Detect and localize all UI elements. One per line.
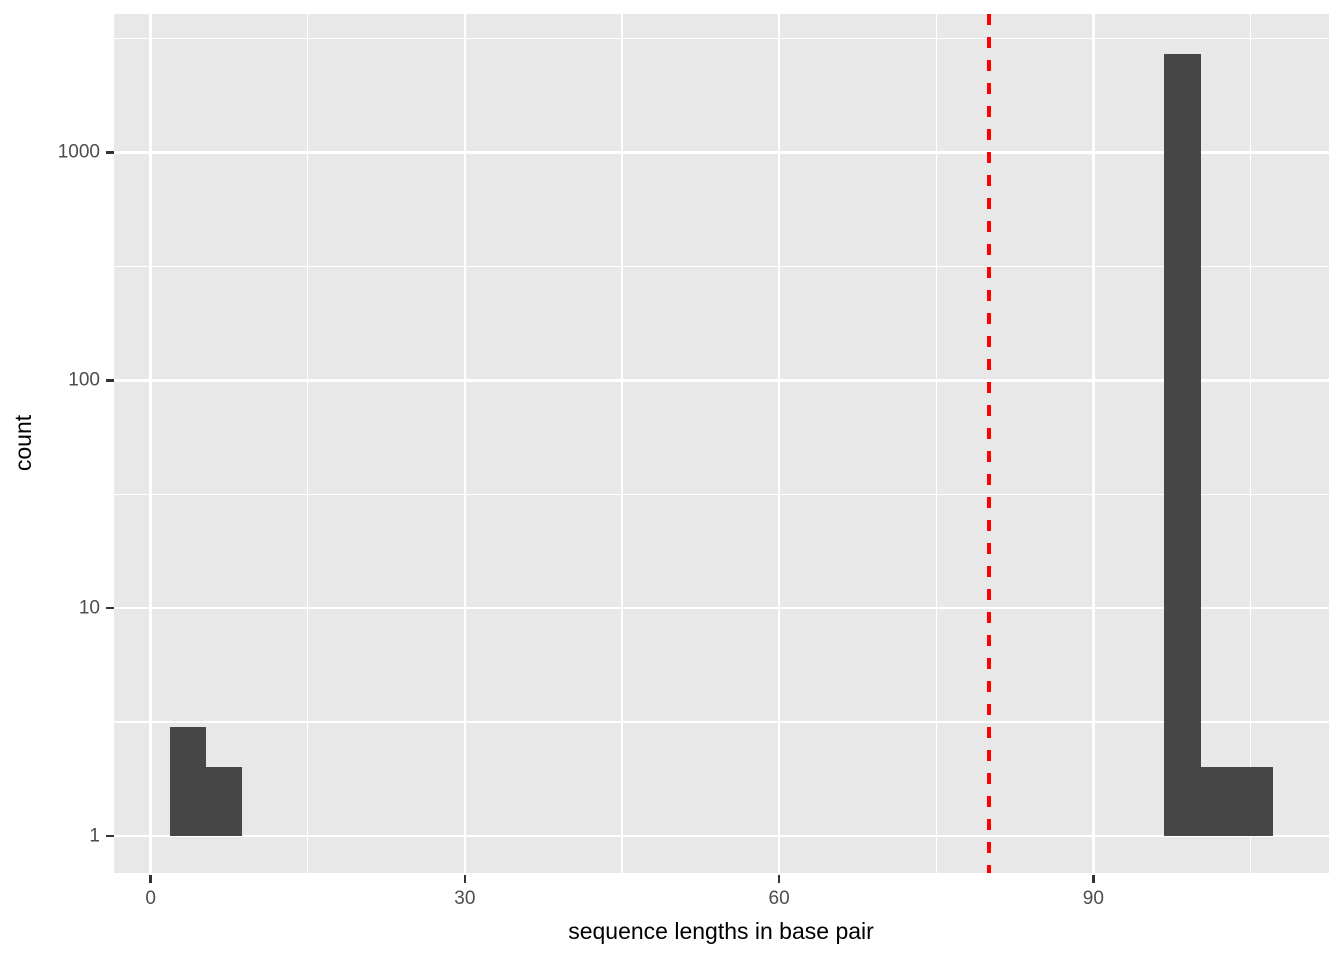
x-tick-label: 0 (145, 888, 156, 909)
x-tick-label: 30 (454, 888, 476, 909)
x-major-gridline (463, 14, 467, 873)
y-tick-mark (106, 151, 114, 154)
y-tick-label: 1000 (57, 141, 100, 163)
x-axis: 0 30 60 90 (114, 873, 1329, 933)
y-axis-title: count (10, 414, 36, 472)
x-tick-mark (463, 875, 467, 883)
x-axis-title: sequence lengths in base pair (568, 918, 874, 944)
x-minor-gridline (621, 14, 623, 873)
x-minor-gridline (307, 14, 309, 873)
x-minor-gridline (1249, 14, 1252, 873)
y-major-gridline (114, 834, 1329, 838)
histogram-bar (1163, 54, 1202, 837)
x-major-gridline (149, 14, 152, 873)
x-tick-mark (149, 875, 152, 883)
histogram-bar (206, 767, 242, 837)
y-tick-mark (106, 606, 114, 610)
histogram-bar (169, 727, 207, 837)
x-tick-label: 60 (768, 888, 790, 909)
x-tick-mark (1092, 875, 1095, 883)
plot-panel (114, 14, 1329, 873)
y-tick-label: 1 (89, 825, 100, 847)
x-tick-label: 90 (1082, 888, 1104, 909)
y-axis: 1 10 100 1000 (0, 14, 114, 873)
y-minor-gridline (114, 37, 1329, 40)
x-tick-mark (777, 875, 781, 883)
y-tick-label: 100 (68, 369, 100, 391)
y-tick-mark (106, 834, 114, 838)
y-major-gridline (114, 378, 1329, 382)
threshold-vline (986, 14, 991, 873)
y-major-gridline (114, 606, 1329, 610)
y-minor-gridline (114, 493, 1329, 495)
histogram-bar (1201, 767, 1237, 837)
y-major-gridline (114, 151, 1329, 154)
y-minor-gridline (114, 265, 1329, 267)
y-tick-mark (106, 379, 114, 382)
y-minor-gridline (114, 721, 1329, 723)
histogram-bar (1236, 767, 1274, 837)
x-major-gridline (1092, 14, 1095, 873)
x-major-gridline (777, 14, 781, 873)
y-tick-label: 10 (78, 597, 100, 619)
x-minor-gridline (935, 14, 937, 873)
